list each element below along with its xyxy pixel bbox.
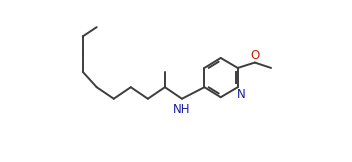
- Text: N: N: [237, 88, 246, 101]
- Text: NH: NH: [173, 103, 191, 116]
- Text: O: O: [250, 49, 259, 62]
